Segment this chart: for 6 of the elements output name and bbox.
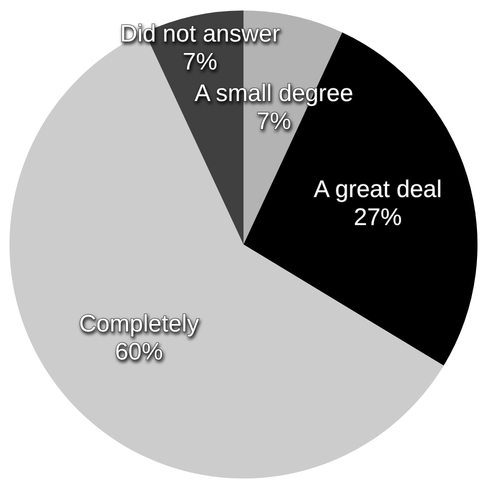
data-label: 60% [114, 338, 163, 366]
slice-label: Completely [78, 310, 199, 338]
data-label: 7% [182, 48, 218, 76]
data-label: 7% [256, 108, 292, 135]
slice-label: A great deal [314, 176, 442, 204]
data-label: 27% [354, 204, 402, 232]
